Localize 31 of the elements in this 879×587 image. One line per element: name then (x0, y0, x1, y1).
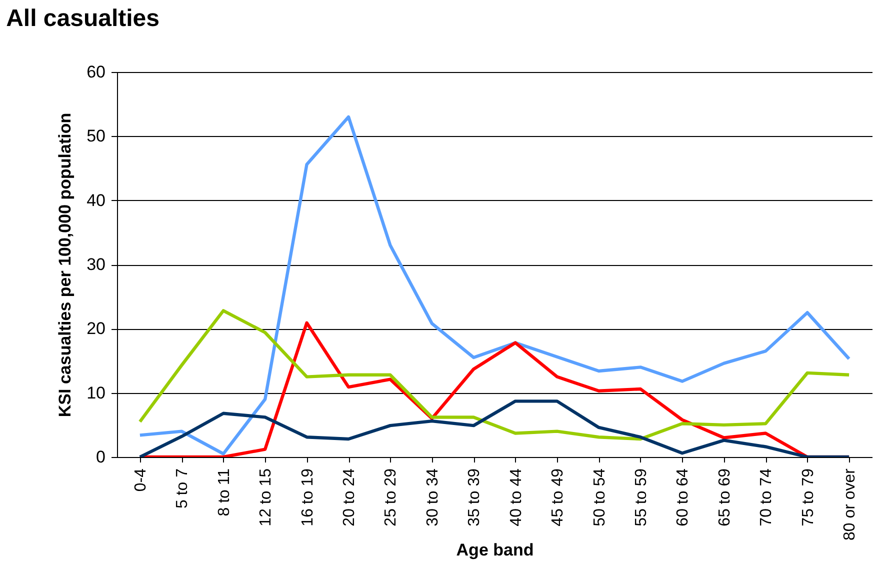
x-tick-label: 70 to 74 (758, 468, 776, 526)
x-tick-label: 25 to 29 (382, 468, 400, 526)
line-series (138, 115, 851, 456)
x-tick-label: 30 to 34 (424, 468, 442, 526)
x-tick-label: 5 to 7 (174, 468, 192, 509)
y-tick-label: 30 (86, 255, 106, 274)
x-tick-label: 40 to 44 (508, 468, 525, 526)
x-tick-label: 20 to 24 (341, 468, 358, 526)
y-tick-label: 40 (86, 190, 106, 210)
x-tick-label: 16 to 19 (299, 468, 316, 526)
x-tick-label: 8 to 11 (216, 468, 233, 516)
chart-title: All casualties (6, 5, 160, 32)
x-axis-title: Age band (456, 540, 534, 560)
line-series (138, 400, 851, 457)
x-tick-label: 35 to 39 (466, 468, 484, 526)
y-tick-label: 0 (96, 448, 106, 466)
x-tick-label: 50 to 54 (591, 468, 608, 526)
x-tick-label: 12 to 15 (258, 468, 275, 526)
x-tick-label: 60 to 64 (674, 468, 692, 526)
y-tick-label: 50 (86, 126, 106, 146)
x-tick-label: 55 to 59 (632, 468, 650, 526)
x-tick-label: 75 to 79 (800, 468, 817, 526)
y-tick-label: 20 (86, 319, 106, 338)
x-tick-label: 65 to 69 (716, 468, 734, 526)
x-tick-label: 45 to 49 (550, 468, 567, 526)
y-tick-label: 60 (86, 62, 106, 82)
y-tick-label: 10 (86, 383, 106, 402)
y-axis-title: KSI casualties per 100,000 population (56, 112, 75, 418)
x-tick-label: 80 or over (842, 468, 859, 541)
x-tick-label: 0-4 (132, 468, 150, 492)
line-series (138, 309, 851, 441)
